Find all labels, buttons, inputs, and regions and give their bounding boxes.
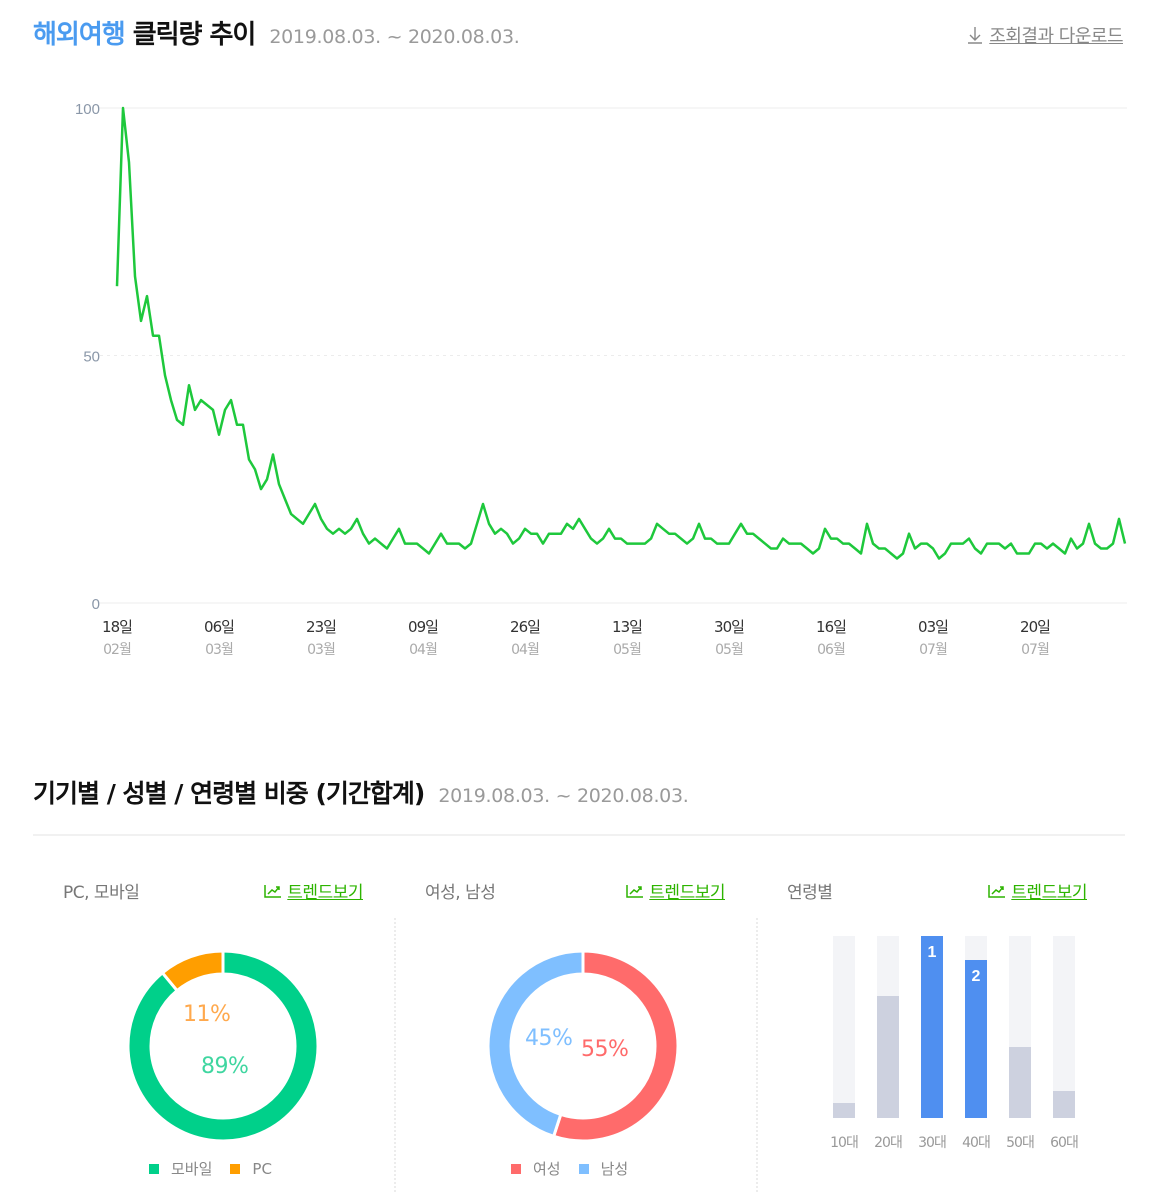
age-bar-10대[interactable] — [833, 936, 855, 1118]
x-tick-month: 04월 — [409, 642, 437, 658]
x-tick-month: 04월 — [511, 642, 539, 658]
age-bar-fill — [1053, 1090, 1075, 1118]
gender-legend: 여성 남성 — [511, 1158, 646, 1179]
mobile-swatch — [149, 1163, 159, 1174]
donut-slice-1[interactable] — [486, 949, 585, 1139]
x-tick-month: 02월 — [103, 642, 131, 658]
age-bar-label: 10대 — [830, 1135, 859, 1151]
panel-separator — [756, 918, 758, 1194]
pc-swatch — [230, 1163, 241, 1174]
age-bar-60대[interactable] — [1053, 936, 1075, 1118]
female-swatch — [511, 1163, 521, 1174]
age-bar-fill — [1009, 1047, 1031, 1118]
section-divider — [33, 834, 1125, 836]
x-tick-month: 07월 — [1021, 642, 1049, 658]
download-label: 조회결과 다운로드 — [989, 26, 1123, 47]
panel-separator — [394, 918, 396, 1194]
male-swatch — [578, 1163, 589, 1174]
age-bar-20대[interactable] — [877, 936, 899, 1118]
x-tick-month: 03월 — [307, 642, 335, 658]
age-bar-50대[interactable] — [1009, 936, 1031, 1118]
age-panel-label: 연령별 — [787, 883, 833, 903]
download-arrow-icon — [968, 27, 983, 44]
x-tick-day: 09일 — [408, 618, 438, 636]
trend-title: 해외여행 클릭량 추이 2019.08.03. ~ 2020.08.03. — [33, 14, 520, 51]
trend-heading: 클릭량 추이 — [132, 20, 257, 50]
age-bar-label: 60대 — [1050, 1135, 1079, 1151]
keyword-label: 해외여행 — [33, 20, 126, 50]
rank-badge: 1 — [927, 944, 937, 961]
pc-percent: 11% — [183, 1002, 231, 1027]
device-legend: 모바일 PC — [149, 1158, 290, 1179]
device-donut[interactable]: 11% 89% — [123, 946, 323, 1146]
device-panel-label: PC, 모바일 — [63, 883, 140, 903]
x-tick-month: 07월 — [919, 642, 947, 658]
age-bar-label: 20대 — [874, 1135, 903, 1151]
x-tick-day: 26일 — [510, 618, 540, 636]
legend-male: 남성 — [600, 1160, 629, 1178]
trend-chart-icon — [264, 884, 282, 898]
x-tick-day: 20일 — [1020, 618, 1050, 636]
click-trend-line-chart[interactable]: 0 50 100 18일 02월 06일 03월 23일 03월 09일 04월 26일 04월 13일 0… — [0, 80, 1159, 680]
donut-slice-0[interactable] — [551, 949, 680, 1143]
y-tick-label: 50 — [83, 349, 100, 366]
age-bar-label: 40대 — [962, 1135, 991, 1151]
age-bar-30대[interactable]: 1 — [921, 936, 943, 1118]
gender-donut[interactable]: 45% 55% — [483, 946, 683, 1146]
donut-slice-0[interactable] — [126, 949, 320, 1143]
download-results-link[interactable]: 조회결과 다운로드 — [967, 22, 1123, 48]
ratio-period: 2019.08.03. ~ 2020.08.03. — [438, 785, 689, 807]
age-trend-link[interactable]: 트렌드보기 — [988, 878, 1087, 903]
trend-chart-icon — [626, 884, 644, 898]
female-percent: 55% — [581, 1037, 629, 1062]
x-tick-month: 05월 — [715, 642, 743, 658]
donut-slice-1[interactable] — [160, 949, 225, 993]
gender-trend-label: 트렌드보기 — [649, 883, 725, 903]
x-tick-month: 05월 — [613, 642, 641, 658]
x-tick-day: 30일 — [714, 618, 744, 636]
ratio-heading: 기기별 / 성별 / 연령별 비중 (기간합계) — [33, 779, 425, 808]
x-tick-month: 03월 — [205, 642, 233, 658]
x-tick-day: 13일 — [612, 618, 642, 636]
age-bar-fill: 2 — [965, 959, 987, 1118]
age-bar-label: 30대 — [918, 1135, 947, 1151]
legend-mobile: 모바일 — [171, 1160, 213, 1178]
trend-line[interactable] — [115, 106, 1127, 560]
x-tick-month: 06월 — [817, 642, 845, 658]
x-tick-day: 06일 — [204, 618, 234, 636]
legend-female: 여성 — [533, 1160, 561, 1178]
male-percent: 45% — [525, 1026, 573, 1051]
age-bar-label: 50대 — [1006, 1135, 1035, 1151]
gender-trend-link[interactable]: 트렌드보기 — [626, 878, 725, 903]
age-panel: 연령별 트렌드보기 — [787, 860, 1087, 1190]
age-bar-fill — [833, 1103, 855, 1118]
y-tick-label: 100 — [75, 101, 100, 118]
device-trend-link[interactable]: 트렌드보기 — [264, 878, 363, 903]
y-tick-label: 0 — [92, 596, 100, 613]
age-trend-label: 트렌드보기 — [1011, 883, 1087, 903]
age-bar-fill — [877, 996, 899, 1118]
x-tick-day: 18일 — [102, 618, 132, 636]
x-tick-day: 16일 — [816, 618, 846, 636]
age-bar-40대[interactable]: 2 — [965, 936, 987, 1118]
x-tick-day: 23일 — [306, 618, 336, 636]
rank-badge: 2 — [971, 967, 981, 985]
x-tick-day: 03일 — [918, 618, 948, 636]
device-trend-label: 트렌드보기 — [287, 883, 363, 903]
trend-period: 2019.08.03. ~ 2020.08.03. — [269, 26, 520, 48]
device-panel: PC, 모바일 트렌드보기 11% 89% 모바일 PC — [63, 860, 363, 1190]
trend-chart-icon — [988, 884, 1006, 898]
ratio-title: 기기별 / 성별 / 연령별 비중 (기간합계) 2019.08.03. ~ 2… — [33, 774, 689, 810]
mobile-percent: 89% — [201, 1054, 249, 1079]
legend-pc: PC — [252, 1159, 272, 1178]
gender-panel-label: 여성, 남성 — [425, 883, 496, 903]
age-bar-fill: 1 — [921, 936, 943, 1118]
gender-panel: 여성, 남성 트렌드보기 45% 55% 여성 남성 — [425, 860, 725, 1190]
